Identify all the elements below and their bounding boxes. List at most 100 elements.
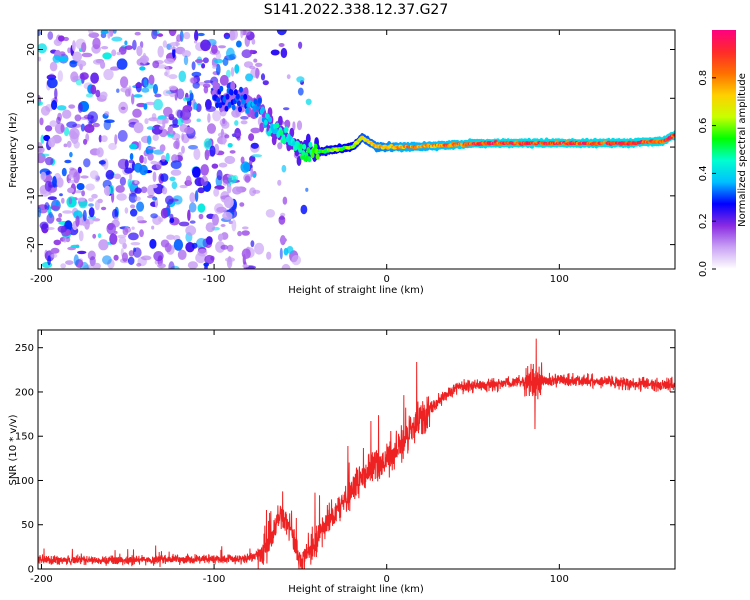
heatmap-noise-blob <box>118 237 127 245</box>
heatmap-noise-blob <box>140 186 148 194</box>
heatmap-noise-blob <box>231 132 242 137</box>
heatmap-noise-blob <box>92 37 101 50</box>
heatmap-noise-blob <box>169 213 174 220</box>
heatmap-noise-blob <box>63 126 70 137</box>
heatmap-noise-blob <box>49 120 58 127</box>
heatmap-noise-blob <box>296 76 305 83</box>
heatmap-noise-blob <box>226 69 231 78</box>
heatmap-noise-blob <box>178 221 190 227</box>
heatmap-noise-blob <box>153 251 164 262</box>
heatmap-noise-blob <box>171 181 178 190</box>
heatmap-noise-blob <box>98 239 109 251</box>
heatmap-noise-blob <box>229 30 238 41</box>
heatmap-ridge-core <box>227 101 232 108</box>
heatmap-noise-blob <box>222 211 233 220</box>
heatmap-noise-blob <box>134 180 138 185</box>
heatmap-noise-blob <box>53 239 62 246</box>
heatmap-noise-blob <box>216 63 221 76</box>
heatmap-noise-blob <box>129 172 133 181</box>
heatmap-noise-blob <box>38 56 42 62</box>
heatmap-noise-blob <box>286 246 294 254</box>
heatmap-noise-blob <box>260 73 266 81</box>
heatmap-ridge-core <box>302 143 307 150</box>
heatmap-noise-blob <box>151 184 158 189</box>
heatmap-noise-blob <box>141 87 150 93</box>
heatmap-noise-blob <box>239 202 245 207</box>
heatmap-noise-blob <box>61 167 67 177</box>
heatmap-noise-blob <box>191 242 198 249</box>
heatmap-noise-blob <box>216 206 227 213</box>
heatmap-noise-blob <box>230 67 235 77</box>
heatmap-noise-blob <box>201 63 206 69</box>
heatmap-noise-blob <box>188 202 197 213</box>
heatmap-ridge-core <box>219 85 224 92</box>
heatmap-noise-blob <box>160 173 169 182</box>
heatmap-noise-blob <box>77 102 83 113</box>
heatmap-noise-blob <box>113 173 122 180</box>
heatmap-noise-blob <box>143 156 147 164</box>
heatmap-noise-blob <box>40 134 45 144</box>
heatmap-noise-blob <box>45 156 54 166</box>
heatmap-noise-blob <box>101 46 109 50</box>
heatmap-noise-blob <box>79 63 83 71</box>
heatmap-noise-blob <box>84 218 90 230</box>
heatmap-noise-blob <box>50 247 60 254</box>
heatmap-noise-blob <box>176 109 183 119</box>
heatmap-noise-blob <box>163 58 175 64</box>
heatmap-noise-blob <box>281 263 291 269</box>
heatmap-noise-blob <box>209 145 216 157</box>
heatmap-noise-blob <box>78 230 84 242</box>
heatmap-noise-blob <box>223 196 234 209</box>
heatmap-noise-blob <box>236 40 242 48</box>
heatmap-noise-blob <box>103 119 112 131</box>
y-tick-label: -10 <box>26 188 37 204</box>
heatmap-ridge-core <box>236 100 241 107</box>
colorbar-tick-label: 0.0 <box>698 261 709 277</box>
heatmap-noise-blob <box>82 222 86 226</box>
heatmap-noise-blob <box>67 47 71 54</box>
heatmap-noise-blob <box>240 156 245 164</box>
heatmap-ridge-core <box>308 141 313 148</box>
heatmap-noise-blob <box>226 183 232 194</box>
heatmap-noise-blob <box>217 233 224 242</box>
heatmap-noise-blob <box>165 65 170 78</box>
heatmap-noise-blob <box>150 160 158 165</box>
x-tick-label: 100 <box>550 574 569 585</box>
heatmap-noise-blob <box>250 142 259 149</box>
heatmap-noise-blob <box>231 219 237 232</box>
heatmap-noise-blob <box>165 195 174 205</box>
heatmap-noise-blob <box>195 59 204 63</box>
heatmap-noise-blob <box>113 254 119 261</box>
heatmap-noise-blob <box>286 74 291 80</box>
spectrogram-x-label: Height of straight line (km) <box>288 285 424 296</box>
heatmap-noise-blob <box>39 117 44 126</box>
heatmap-noise-blob <box>152 171 157 183</box>
heatmap-noise-blob <box>276 30 287 36</box>
heatmap-noise-blob <box>112 30 117 34</box>
heatmap-noise-blob <box>114 134 118 145</box>
heatmap-noise-blob <box>222 57 229 66</box>
heatmap-noise-blob <box>143 78 148 87</box>
heatmap-noise-blob <box>45 170 52 175</box>
heatmap-noise-blob <box>194 30 199 42</box>
heatmap-noise-blob <box>66 140 72 148</box>
heatmap-noise-blob <box>83 138 88 145</box>
heatmap-noise-blob <box>193 148 201 161</box>
heatmap-noise-blob <box>183 31 191 40</box>
heatmap-ridge-core <box>268 116 272 123</box>
heatmap-noise-blob <box>157 263 166 269</box>
heatmap-noise-blob <box>130 242 141 246</box>
heatmap-noise-blob <box>218 162 228 168</box>
heatmap-noise-blob <box>88 207 95 218</box>
heatmap-noise-blob <box>88 203 94 207</box>
snr-panel: -200 -100 0 100 0 50 100 150 200 250 Height of s… <box>8 329 676 595</box>
heatmap-noise-blob <box>218 45 226 49</box>
heatmap-noise-blob <box>270 49 280 56</box>
heatmap-noise-blob <box>279 237 287 243</box>
heatmap-noise-blob <box>159 144 166 152</box>
heatmap-noise-blob <box>90 84 97 95</box>
heatmap-noise-blob <box>102 52 112 60</box>
heatmap-noise-blob <box>56 105 67 111</box>
heatmap-noise-blob <box>170 160 182 170</box>
heatmap-noise-blob <box>240 116 249 120</box>
